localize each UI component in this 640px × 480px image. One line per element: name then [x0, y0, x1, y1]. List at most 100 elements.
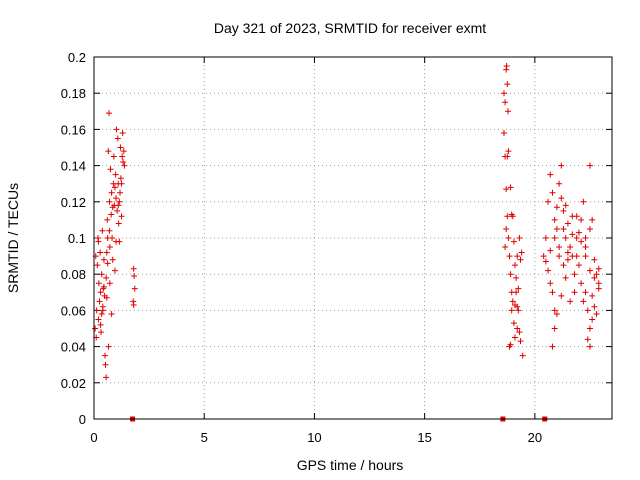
data-point [578, 216, 585, 223]
data-point [98, 271, 105, 278]
data-point [507, 184, 514, 191]
data-point [510, 320, 517, 327]
data-point [595, 280, 602, 287]
data-point [509, 298, 516, 305]
grid [94, 57, 612, 419]
plot-frame [93, 56, 613, 420]
data-point [94, 262, 101, 269]
data-point [111, 184, 118, 191]
y-axis-label: SRMTID / TECUs [5, 183, 21, 293]
data-point [562, 274, 569, 281]
data-point [514, 253, 521, 260]
data-point [516, 329, 523, 336]
data-point [584, 336, 591, 343]
x-tick-label: 0 [90, 430, 97, 445]
data-point [556, 244, 563, 251]
data-point [571, 289, 578, 296]
data-point [573, 235, 580, 241]
data-point [518, 249, 525, 256]
y-tick-label: 0 [79, 412, 86, 427]
data-point [103, 249, 110, 256]
data-point [504, 213, 511, 220]
data-point [514, 325, 521, 332]
data-point [131, 273, 138, 280]
data-point [98, 329, 105, 336]
data-point [93, 307, 100, 314]
data-point [591, 303, 598, 310]
data-point [98, 311, 105, 318]
data-point [100, 283, 107, 290]
data-point [108, 211, 115, 218]
data-point [551, 216, 558, 223]
axis-ticks: 0 0.02 0.04 0.06 0.08 0.1 0.12 0.14 0.16 0.18 0.2 0… [61, 50, 612, 445]
data-point [502, 244, 509, 251]
data-point [507, 341, 514, 348]
data-point [562, 235, 569, 241]
data-point [547, 247, 554, 254]
chart-title: Day 321 of 2023, SRMTID for receiver exm… [214, 20, 486, 36]
data-point [505, 235, 512, 241]
data-point [578, 280, 585, 287]
data-point [517, 256, 524, 263]
data-point [115, 202, 122, 209]
data-points [92, 63, 602, 422]
data-point [130, 265, 137, 272]
data-point [105, 148, 112, 155]
data-point [106, 244, 113, 251]
data-point [120, 158, 127, 165]
data-point [102, 361, 109, 368]
data-point [102, 352, 109, 359]
data-point [105, 110, 112, 117]
data-point [515, 285, 522, 292]
data-point [545, 198, 552, 205]
x-axis-label: GPS time / hours [297, 457, 404, 473]
data-point [593, 271, 600, 278]
data-point [113, 238, 120, 245]
data-point [107, 166, 114, 173]
data-point [575, 262, 582, 269]
data-point [115, 220, 122, 227]
data-point [569, 231, 576, 238]
data-point [110, 153, 117, 160]
data-point [512, 301, 519, 308]
data-point [508, 307, 515, 314]
data-point [545, 267, 552, 274]
x-tick-label: 5 [201, 430, 208, 445]
x-tick-label: 15 [417, 430, 431, 445]
data-point [547, 171, 554, 178]
data-point [515, 307, 522, 314]
data-point [118, 180, 125, 187]
data-point [564, 220, 571, 227]
data-point [542, 235, 549, 241]
data-point [95, 280, 102, 287]
y-tick-label: 0.14 [61, 159, 86, 174]
data-point [119, 130, 126, 137]
data-point [580, 298, 587, 305]
data-point [502, 99, 509, 106]
data-point [542, 258, 549, 265]
data-point [575, 229, 582, 236]
data-point [510, 238, 517, 245]
data-point [549, 343, 556, 350]
data-point [118, 213, 125, 220]
data-point [556, 253, 563, 260]
data-point [117, 189, 124, 196]
data-point [513, 274, 520, 281]
data-point [553, 204, 560, 211]
data-point [106, 198, 113, 205]
y-tick-label: 0.2 [68, 50, 86, 65]
data-point [113, 126, 120, 133]
data-point [117, 144, 124, 151]
data-point [564, 256, 571, 263]
data-point [564, 249, 571, 256]
data-point [99, 303, 106, 310]
data-point [113, 195, 120, 202]
x-tick-label: 10 [307, 430, 321, 445]
data-point [516, 235, 523, 241]
y-tick-label: 0.1 [68, 231, 86, 246]
data-point [108, 189, 115, 196]
data-point [508, 289, 515, 296]
data-point [582, 289, 589, 296]
data-point [500, 90, 507, 97]
data-point [586, 225, 593, 232]
